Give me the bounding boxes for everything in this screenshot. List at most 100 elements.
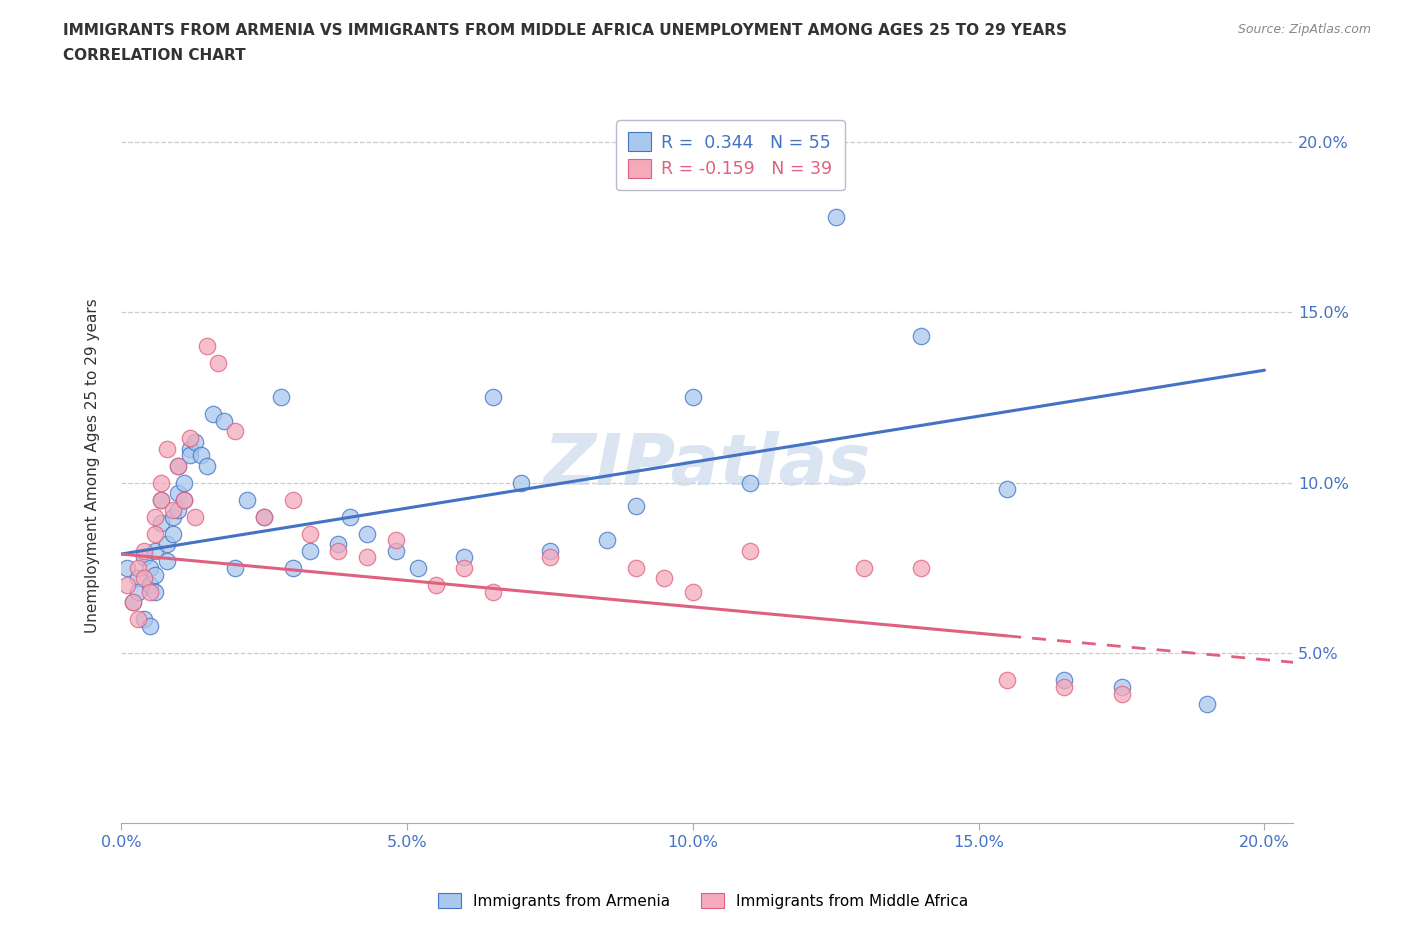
Point (138, 584, 160, 599)
Point (384, 533, 406, 548)
Point (145, 526, 167, 541)
Point (995, 672, 1018, 687)
Point (995, 482, 1018, 497)
Point (1111, 686, 1133, 701)
Point (167, 458, 190, 473)
Point (453, 550, 475, 565)
Point (1111, 680, 1133, 695)
Point (824, 209, 846, 224)
Point (538, 550, 561, 565)
Point (356, 550, 378, 565)
Point (425, 578, 447, 592)
Point (328, 537, 350, 551)
Point (162, 510, 184, 525)
Point (1197, 697, 1219, 711)
Point (298, 526, 321, 541)
Point (481, 390, 503, 405)
Point (138, 578, 160, 592)
Point (179, 448, 201, 463)
Point (115, 578, 138, 592)
Point (150, 492, 173, 507)
Point (150, 492, 173, 507)
Legend: R =  0.344   N = 55, R = -0.159   N = 39: R = 0.344 N = 55, R = -0.159 N = 39 (616, 120, 845, 190)
Point (115, 560, 138, 575)
Point (121, 594, 143, 609)
Point (145, 567, 167, 582)
Point (127, 584, 149, 599)
Point (738, 475, 761, 490)
Point (281, 560, 304, 575)
Point (1053, 680, 1076, 695)
Point (150, 475, 173, 490)
Point (162, 526, 184, 541)
Point (682, 584, 704, 599)
Point (384, 543, 406, 558)
Point (167, 485, 190, 500)
Point (596, 533, 619, 548)
Point (173, 492, 195, 507)
Point (538, 543, 561, 558)
Legend: Immigrants from Armenia, Immigrants from Middle Africa: Immigrants from Armenia, Immigrants from… (432, 886, 974, 915)
Point (624, 499, 647, 514)
Point (156, 537, 179, 551)
Point (138, 560, 160, 575)
Point (682, 390, 704, 405)
Point (127, 570, 149, 585)
Point (481, 584, 503, 599)
Point (253, 510, 276, 525)
Point (195, 458, 218, 473)
Point (339, 510, 361, 525)
Point (652, 570, 675, 585)
Point (132, 570, 155, 585)
Point (510, 475, 533, 490)
Point (298, 543, 321, 558)
Point (132, 543, 155, 558)
Point (201, 407, 224, 422)
Point (738, 543, 761, 558)
Point (184, 510, 207, 525)
Point (212, 414, 235, 429)
Point (145, 543, 167, 558)
Text: ZIPatlas: ZIPatlas (544, 431, 870, 500)
Point (127, 560, 149, 575)
Point (195, 339, 218, 353)
Point (190, 448, 212, 463)
Point (184, 434, 207, 449)
Point (156, 553, 179, 568)
Point (156, 441, 179, 456)
Text: Source: ZipAtlas.com: Source: ZipAtlas.com (1237, 23, 1371, 36)
Point (224, 560, 246, 575)
Point (138, 618, 160, 633)
Point (150, 516, 173, 531)
Point (121, 594, 143, 609)
Point (145, 510, 167, 525)
Point (281, 492, 304, 507)
Y-axis label: Unemployment Among Ages 25 to 29 years: Unemployment Among Ages 25 to 29 years (86, 299, 100, 633)
Point (910, 328, 932, 343)
Point (167, 458, 190, 473)
Point (179, 431, 201, 445)
Point (207, 356, 229, 371)
Point (132, 611, 155, 626)
Point (167, 502, 190, 517)
Point (624, 560, 647, 575)
Point (127, 611, 149, 626)
Point (253, 510, 276, 525)
Point (356, 526, 378, 541)
Point (236, 492, 259, 507)
Point (145, 584, 167, 599)
Point (179, 441, 201, 456)
Text: CORRELATION CHART: CORRELATION CHART (63, 48, 246, 63)
Point (408, 560, 430, 575)
Point (173, 475, 195, 490)
Text: IMMIGRANTS FROM ARMENIA VS IMMIGRANTS FROM MIDDLE AFRICA UNEMPLOYMENT AMONG AGES: IMMIGRANTS FROM ARMENIA VS IMMIGRANTS FR… (63, 23, 1067, 38)
Point (270, 390, 292, 405)
Point (910, 560, 932, 575)
Point (328, 543, 350, 558)
Point (173, 492, 195, 507)
Point (224, 424, 246, 439)
Point (132, 550, 155, 565)
Point (162, 502, 184, 517)
Point (453, 560, 475, 575)
Point (853, 560, 876, 575)
